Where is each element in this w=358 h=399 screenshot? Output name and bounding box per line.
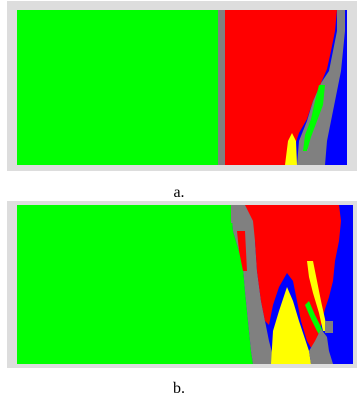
panel-b-red-region	[245, 205, 341, 351]
panel-b	[7, 201, 357, 368]
panel-a-caption: a.	[173, 184, 185, 201]
panel-b-gray-column	[309, 329, 333, 364]
panel-b-yellow-region	[271, 287, 311, 364]
panel-b-gray-speck	[325, 321, 333, 333]
panel-a-graphic	[7, 1, 357, 171]
panel-a-red-region	[225, 10, 337, 165]
panel-b-red-wisp	[237, 231, 247, 271]
panel-b-yellow-strip	[307, 261, 327, 331]
panel-a-gray-divider	[218, 10, 225, 165]
panel-a-yellow-region	[285, 133, 297, 165]
panel-a-gray-speck	[307, 149, 313, 165]
panel-b-green-region	[17, 205, 253, 364]
panel-b-gray-notch	[231, 205, 245, 223]
panel-b-graphic	[7, 201, 357, 368]
panel-a	[7, 1, 357, 171]
panel-a-green-region	[17, 10, 219, 165]
panel-a-green-sliver	[303, 85, 325, 151]
panel-b-caption: b.	[173, 380, 185, 397]
